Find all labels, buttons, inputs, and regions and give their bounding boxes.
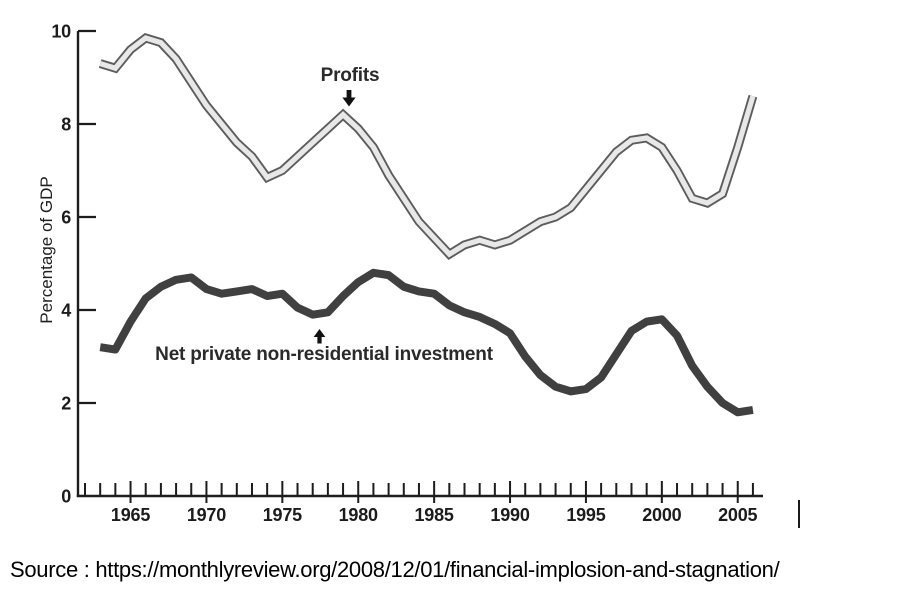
svg-text:0: 0 xyxy=(61,487,71,507)
svg-text:1995: 1995 xyxy=(566,505,605,525)
svg-text:10: 10 xyxy=(51,22,71,42)
svg-text:6: 6 xyxy=(61,208,71,228)
svg-text:1985: 1985 xyxy=(415,505,454,525)
y-axis-title: Percentage of GDP xyxy=(37,176,56,324)
chart-plot: 0 2 4 6 8 10 1965 1970 1975 1980 1985 1990 1995 2000 2… xyxy=(51,22,763,525)
svg-text:1980: 1980 xyxy=(339,505,378,525)
series-label-profits: Profits xyxy=(320,65,380,86)
source-caption: Source : https://monthlyreview.org/2008/… xyxy=(10,557,780,582)
svg-text:1990: 1990 xyxy=(490,505,529,525)
svg-text:2005: 2005 xyxy=(718,505,757,525)
arrow-up-icon xyxy=(313,329,326,344)
series-label-investment: Net private non-residential investment xyxy=(155,344,493,365)
svg-text:1970: 1970 xyxy=(187,505,226,525)
svg-text:1965: 1965 xyxy=(111,505,150,525)
arrow-down-icon xyxy=(342,90,356,107)
svg-text:2: 2 xyxy=(61,394,71,414)
svg-text:1975: 1975 xyxy=(263,505,302,525)
text-cursor-artifact xyxy=(798,500,800,528)
svg-text:4: 4 xyxy=(61,301,71,321)
svg-text:2000: 2000 xyxy=(642,505,681,525)
svg-text:8: 8 xyxy=(61,115,71,135)
